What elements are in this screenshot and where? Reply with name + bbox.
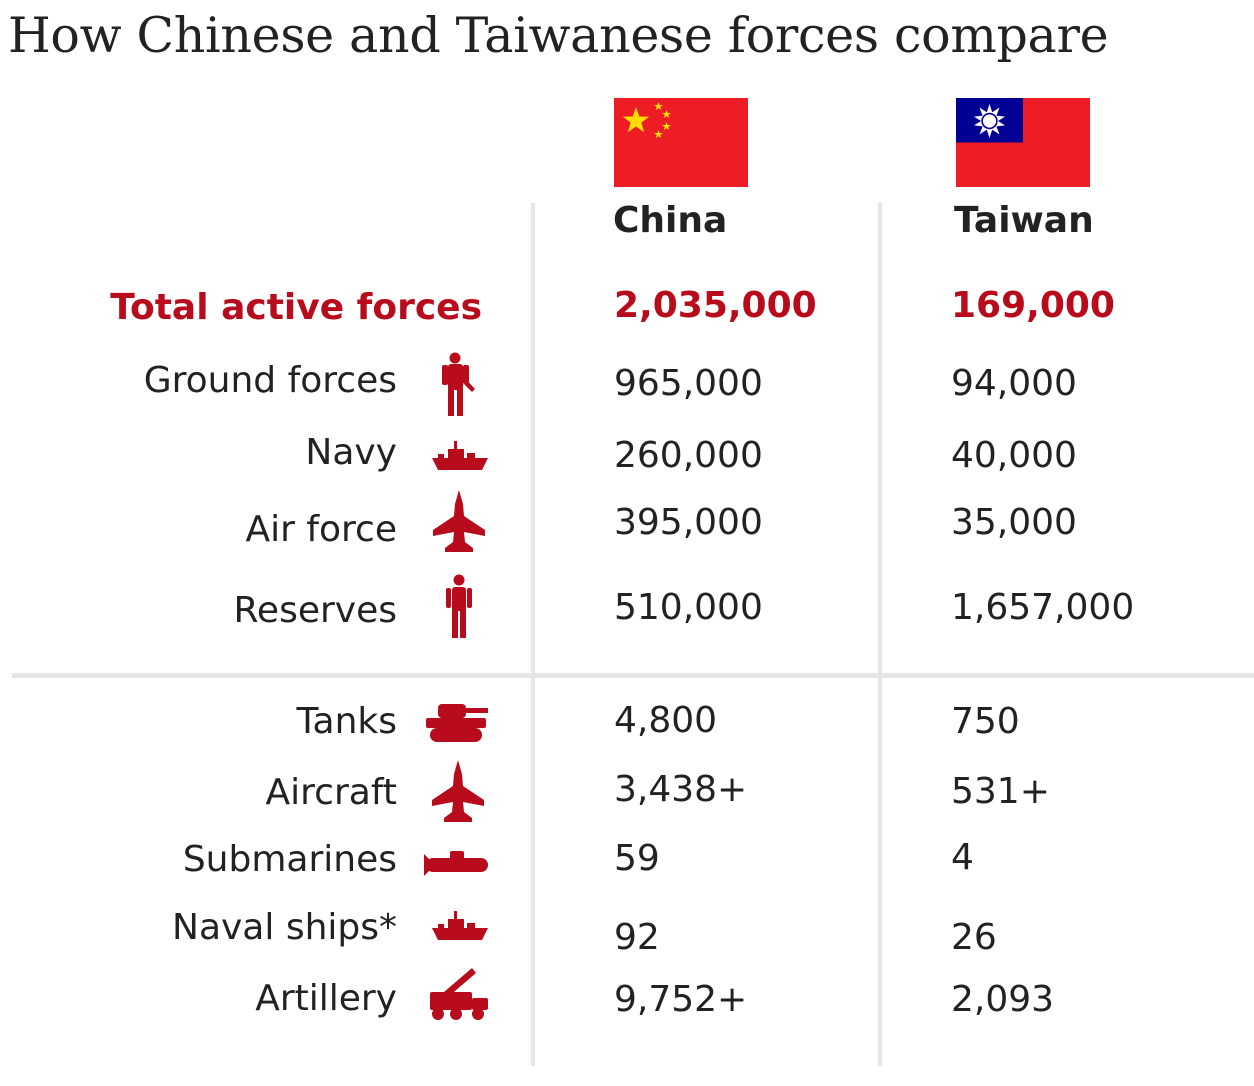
taiwan-flag-icon bbox=[956, 98, 1090, 187]
soldier-icon bbox=[425, 352, 489, 416]
section-divider bbox=[12, 673, 1254, 678]
value-china-tanks: 4,800 bbox=[614, 700, 718, 741]
value-taiwan-total: 169,000 bbox=[951, 285, 1115, 326]
value-china-artillery: 9,752+ bbox=[614, 979, 748, 1020]
tank-icon bbox=[424, 690, 488, 754]
ship-icon bbox=[428, 428, 492, 492]
china-flag-icon bbox=[614, 98, 748, 187]
column-header-taiwan: Taiwan bbox=[954, 200, 1094, 241]
value-china-naval-ships: 92 bbox=[614, 917, 660, 958]
value-china-reserves: 510,000 bbox=[614, 587, 763, 628]
column-divider bbox=[878, 203, 882, 1066]
value-taiwan-naval-ships: 26 bbox=[951, 917, 997, 958]
value-china-total: 2,035,000 bbox=[614, 285, 817, 326]
rocket-launcher-icon bbox=[426, 962, 490, 1026]
row-label-naval-ships: Naval ships* bbox=[172, 907, 397, 948]
value-taiwan-artillery: 2,093 bbox=[951, 979, 1055, 1020]
value-taiwan-aircraft: 531+ bbox=[951, 771, 1050, 812]
row-label-total-active-forces: Total active forces bbox=[110, 287, 482, 328]
value-china-ground-forces: 965,000 bbox=[614, 363, 763, 404]
value-taiwan-submarines: 4 bbox=[951, 837, 974, 878]
row-label-submarines: Submarines bbox=[182, 839, 397, 880]
value-china-aircraft: 3,438+ bbox=[614, 769, 748, 810]
value-china-navy: 260,000 bbox=[614, 435, 763, 476]
value-china-air-force: 395,000 bbox=[614, 502, 763, 543]
row-label-artillery: Artillery bbox=[255, 978, 397, 1019]
row-label-navy: Navy bbox=[305, 432, 397, 473]
value-taiwan-reserves: 1,657,000 bbox=[951, 587, 1135, 628]
column-divider bbox=[531, 203, 535, 1066]
ship-icon bbox=[428, 898, 492, 962]
row-label-tanks: Tanks bbox=[296, 701, 397, 742]
row-label-aircraft: Aircraft bbox=[265, 772, 397, 813]
row-label-air-force: Air force bbox=[245, 509, 397, 550]
row-label-reserves: Reserves bbox=[233, 590, 397, 631]
value-china-submarines: 59 bbox=[614, 838, 660, 879]
value-taiwan-navy: 40,000 bbox=[951, 435, 1077, 476]
value-taiwan-tanks: 750 bbox=[951, 701, 1020, 742]
jet-icon bbox=[426, 758, 490, 822]
value-taiwan-ground-forces: 94,000 bbox=[951, 363, 1077, 404]
person-icon bbox=[427, 574, 491, 638]
submarine-icon bbox=[424, 830, 488, 894]
row-label-ground-forces: Ground forces bbox=[143, 360, 397, 401]
jet-icon bbox=[427, 488, 491, 552]
chart-title: How Chinese and Taiwanese forces compare bbox=[8, 7, 1109, 64]
value-taiwan-air-force: 35,000 bbox=[951, 502, 1077, 543]
column-header-china: China bbox=[613, 200, 728, 241]
